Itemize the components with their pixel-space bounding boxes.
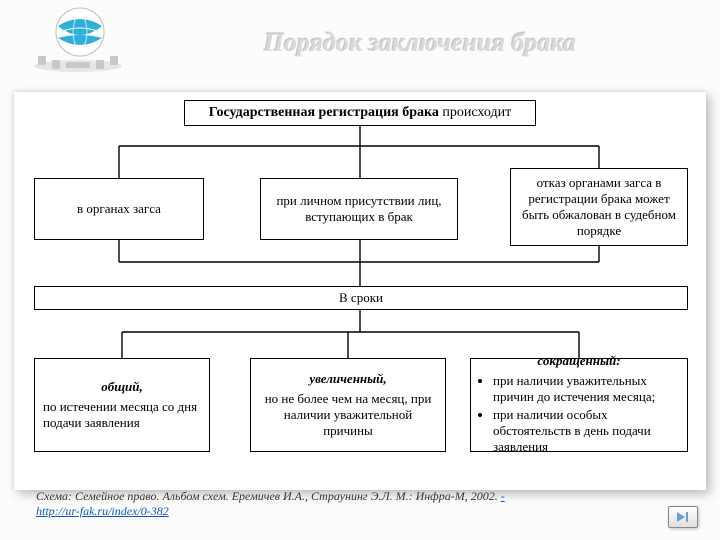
next-button[interactable] — [668, 506, 698, 528]
citation-text: Схема: Семейное право. Альбом схем. Ерем… — [36, 489, 501, 503]
row1-box-0: в органах загса — [34, 178, 204, 240]
row1-text-1: при личном присутствии лиц, вступающих в… — [269, 193, 449, 225]
row2-box-1: увеличенный, но не более чем на месяц, п… — [250, 358, 446, 452]
diagram-header-strong: Государственная регистрация брака — [209, 105, 439, 120]
diagram-panel: Государственная регистрация брака происх… — [14, 92, 706, 490]
diagram-header-box: Государственная регистрация брака происх… — [184, 100, 536, 126]
row2-box-0: общий, по истечении месяца со дня подачи… — [34, 358, 210, 452]
row2-bullets-2: при наличии уважительных причин до истеч… — [479, 373, 679, 454]
citation-dash: - — [501, 489, 505, 503]
play-forward-icon — [676, 511, 690, 523]
row2-title-1: увеличенный, — [259, 371, 437, 387]
row2-box-2: сокращенный: при наличии уважительных пр… — [470, 358, 688, 452]
row2-body-1: но не более чем на месяц, при наличии ув… — [259, 391, 437, 439]
globe-meeting-icon — [28, 2, 128, 74]
row1-text-2: отказ органами загса в регистрации брака… — [519, 175, 679, 238]
citation-link[interactable]: http://ur-fak.ru/index/0-382 — [36, 504, 169, 518]
page-title: Порядок заключения брака — [160, 28, 680, 58]
row2-bullet-2-1: при наличии особых обстоятельств в день … — [493, 407, 679, 455]
row1-box-2: отказ органами загса в регистрации брака… — [510, 168, 688, 246]
diagram-header-tail: происходит — [439, 105, 511, 120]
row2-body-0: по истечении месяца со дня подачи заявле… — [43, 399, 201, 431]
row2-bullet-2-0: при наличии уважительных причин до истеч… — [493, 373, 679, 405]
middle-text: В сроки — [339, 290, 383, 306]
middle-box: В сроки — [34, 286, 688, 310]
row1-box-1: при личном присутствии лиц, вступающих в… — [260, 178, 458, 240]
citation: Схема: Семейное право. Альбом схем. Ерем… — [36, 489, 660, 520]
row2-title-2: сокращенный: — [479, 353, 679, 369]
logo — [28, 2, 128, 74]
row1-text-0: в органах загса — [77, 201, 161, 217]
row2-title-0: общий, — [43, 379, 201, 395]
